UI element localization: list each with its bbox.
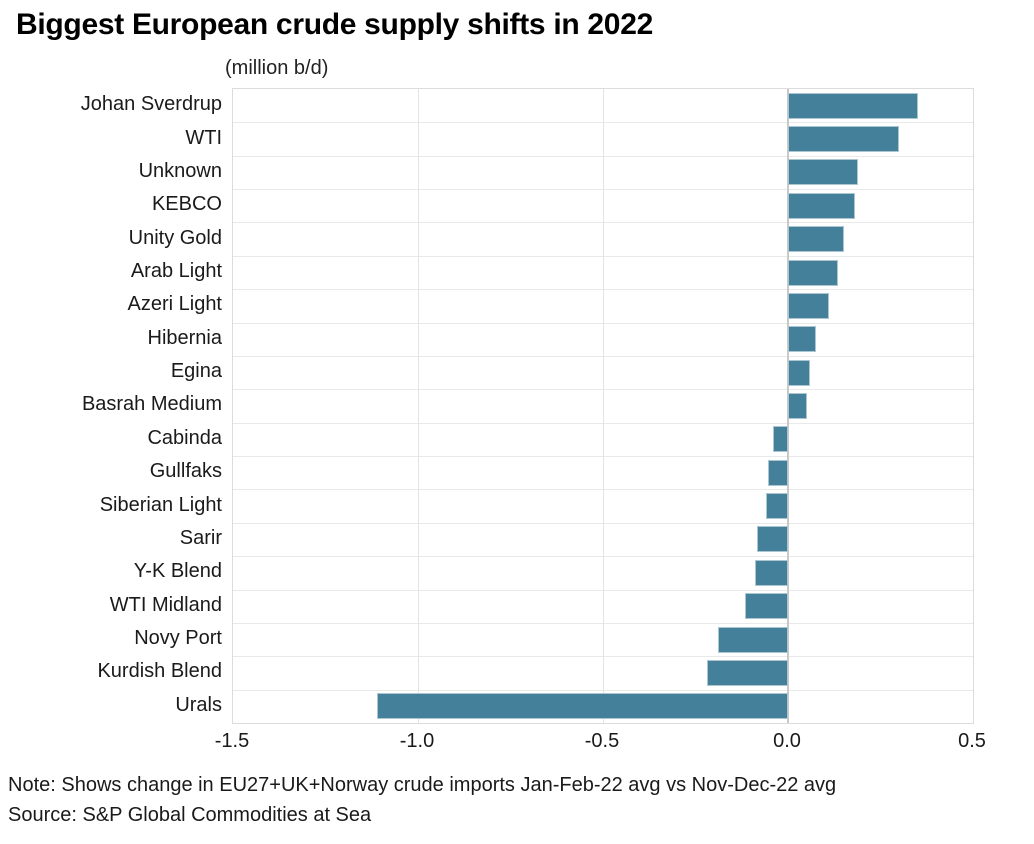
bar-egina [788, 359, 811, 386]
category-label-unity-gold: Unity Gold [128, 226, 222, 249]
bar-wti-midland [745, 593, 788, 620]
bar-novy-port [717, 626, 788, 653]
bar-kurdish-blend [706, 659, 788, 686]
bar-siberian-light [765, 493, 788, 520]
category-label-azeri-light: Azeri Light [127, 293, 223, 316]
note-text: Note: Shows change in EU27+UK+Norway cru… [8, 774, 837, 796]
vertical-gridline [418, 89, 419, 723]
category-label-urals: Urals [175, 693, 222, 716]
plot-area [232, 88, 974, 724]
bar-unknown [788, 159, 859, 186]
bar-kebco [788, 192, 855, 219]
vertical-gridline [603, 89, 604, 723]
category-label-egina: Egina [170, 360, 222, 383]
category-label-unknown: Unknown [138, 159, 222, 182]
x-tick-label-0-0: 0.0 [773, 730, 801, 752]
bar-basrah-medium [788, 393, 807, 419]
x-axis: -1.5 -1.0 -0.5 0.0 0.5 [215, 730, 986, 758]
category-label-gullfaks: Gullfaks [149, 460, 222, 483]
bar-wti [788, 126, 899, 153]
category-label-johan-sverdrup: Johan Sverdrup [80, 93, 222, 116]
x-tick-label--1-0: -1.0 [399, 730, 435, 752]
category-label-sarir: Sarir [179, 526, 222, 549]
bar-johan-sverdrup [788, 92, 918, 119]
bar-gullfaks [767, 459, 788, 486]
category-label-novy-port: Novy Port [134, 627, 222, 650]
category-label-kurdish-blend: Kurdish Blend [97, 660, 222, 683]
bar-arab-light [788, 259, 838, 286]
category-label-kebco: KEBCO [151, 193, 222, 216]
x-tick-label--1-5: -1.5 [214, 730, 250, 752]
category-label-wti: WTI [185, 126, 222, 149]
chart-unit-subtitle: (million b/d) [225, 57, 329, 79]
category-label-hibernia: Hibernia [147, 326, 222, 349]
bar-hibernia [788, 326, 816, 353]
x-tick-label--0-5: -0.5 [584, 730, 620, 752]
category-label-wti-midland: WTI Midland [109, 593, 222, 616]
bar-y-k-blend [754, 559, 788, 586]
category-label-basrah-medium: Basrah Medium [81, 393, 222, 416]
y-axis-labels: Johan Sverdrup WTI Unknown KEBCO Unity Gold A… [0, 88, 222, 722]
x-tick-label-0-5: 0.5 [958, 730, 986, 752]
bar-sarir [756, 526, 788, 553]
page-title: Biggest European crude supply shifts in … [16, 8, 653, 41]
bar-unity-gold [788, 226, 844, 253]
category-label-cabinda: Cabinda [147, 426, 222, 449]
bar-cabinda [773, 426, 788, 453]
bar-urals [377, 693, 788, 720]
category-label-siberian-light: Siberian Light [99, 493, 222, 516]
category-label-arab-light: Arab Light [130, 260, 222, 282]
category-label-y-k-blend: Y-K Blend [133, 560, 222, 583]
bar-azeri-light [788, 292, 829, 319]
source-text: Source: S&P Global Commodities at Sea [8, 804, 372, 826]
